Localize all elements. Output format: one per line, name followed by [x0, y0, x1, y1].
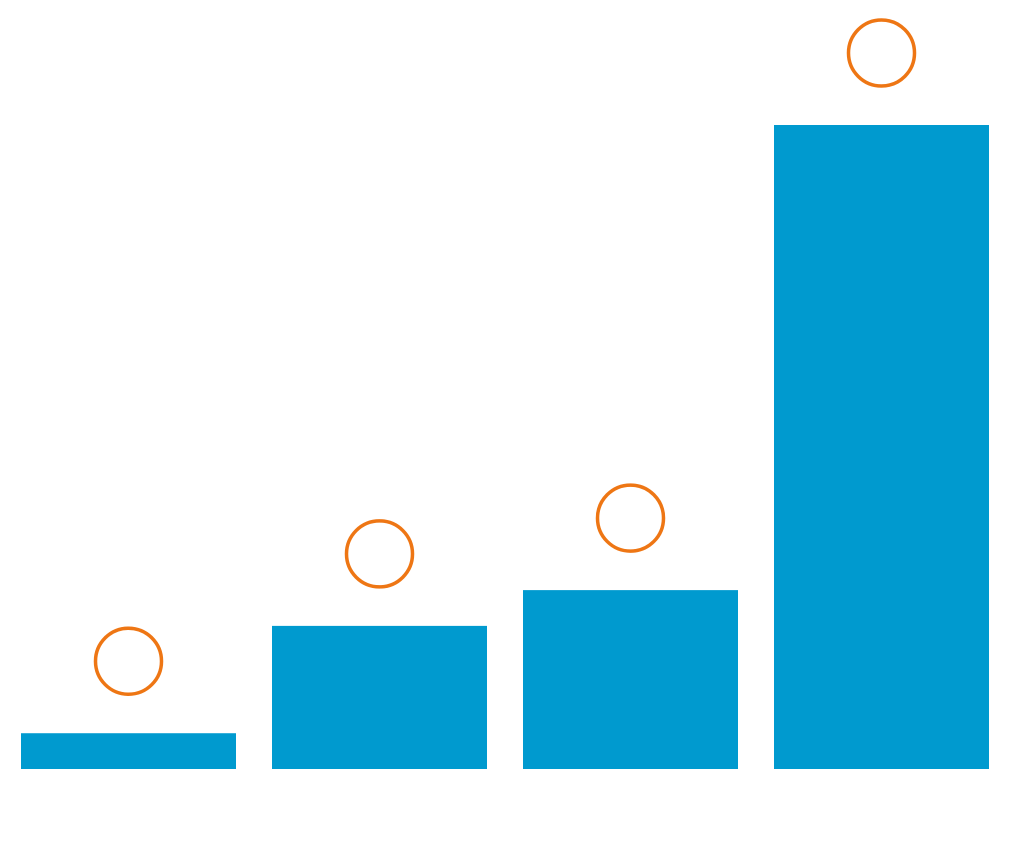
bar-2022	[272, 625, 487, 769]
data-label-2024: 18	[867, 38, 896, 68]
data-label-2023: 5	[623, 503, 637, 533]
x-axis-labels: 2021 2022 2023 2024	[86, 784, 924, 826]
bar-group	[21, 125, 989, 769]
data-label-2021: 1	[121, 646, 135, 676]
x-tick-label-2024: 2024	[839, 784, 924, 826]
value-marker-group: 1 4 5 18	[93, 18, 917, 696]
value-marker-ring-2022	[344, 519, 415, 589]
value-marker-ring-2024	[846, 18, 917, 88]
bar-2024	[774, 125, 989, 769]
bar-2021	[21, 733, 236, 769]
data-label-2022: 4	[372, 539, 387, 569]
x-tick-label-2021: 2021	[86, 784, 171, 826]
bar-2023	[523, 590, 738, 769]
value-marker-ring-2023	[595, 483, 666, 553]
x-tick-label-2022: 2022	[337, 784, 422, 826]
x-tick-label-2023: 2023	[588, 784, 673, 826]
value-marker-ring-2021	[93, 626, 164, 696]
